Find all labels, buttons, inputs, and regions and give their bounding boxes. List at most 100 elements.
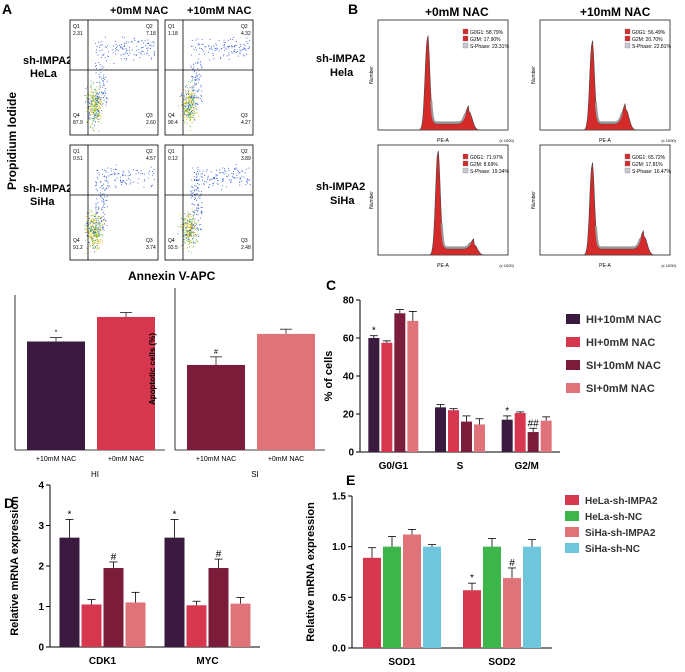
flow-dot [92, 232, 94, 234]
flow-dot [107, 167, 109, 169]
flow-dot [94, 104, 96, 105]
flow-dot [184, 97, 186, 99]
flow-dot [194, 119, 196, 121]
flow-dot [190, 232, 192, 234]
flow-dot [121, 48, 123, 50]
flow-dot [216, 183, 218, 185]
flow-dot [90, 114, 92, 115]
flow-dot [185, 113, 187, 115]
flow-dot [184, 242, 186, 244]
flow-dot [90, 209, 92, 211]
flow-dot [188, 100, 190, 102]
flow-dot [216, 44, 218, 46]
flow-dot [186, 222, 188, 223]
y-axis-label: % of cells [323, 351, 335, 402]
flow-dot [104, 223, 105, 225]
flow-dot [227, 40, 229, 41]
flow-dot [127, 175, 129, 177]
flow-dot [93, 226, 94, 228]
flow-dot [192, 93, 193, 95]
flow-dot [185, 222, 186, 224]
flow-dot [116, 177, 118, 179]
histogram-xlabel: PE-A [437, 138, 449, 144]
bar [403, 534, 421, 648]
flow-dot [191, 186, 193, 188]
flow-dot [96, 212, 98, 214]
flow-dot [194, 234, 196, 235]
histogram-s-phase [594, 101, 623, 124]
flow-dot [91, 226, 93, 228]
flow-dot [102, 235, 104, 237]
flow-dot [189, 108, 191, 110]
flow-dot [103, 74, 105, 76]
flow-dot [93, 98, 94, 100]
flow-dot [194, 242, 196, 244]
flow-dot [103, 97, 105, 99]
flow-dot [192, 103, 194, 105]
flow-dot [96, 117, 98, 119]
flow-dot [84, 232, 86, 233]
flow-q3-value: 3.74 [146, 245, 156, 251]
flow-dot [205, 170, 207, 172]
flow-dot [185, 234, 187, 236]
flow-dot [222, 179, 224, 181]
flow-dot [137, 170, 138, 171]
flow-dot [213, 178, 215, 180]
panel-label-e: E [346, 472, 355, 488]
flow-dot [229, 45, 231, 47]
flow-dot [92, 127, 94, 129]
flow-dot [185, 108, 187, 110]
flow-dot [245, 53, 247, 55]
flow-dot [97, 241, 99, 242]
panel-b-row1-l2: SiHa [330, 195, 355, 207]
flow-dot [236, 51, 238, 53]
flow-dot [195, 76, 197, 78]
flow-dot [191, 95, 193, 97]
flow-dot [95, 105, 96, 107]
flow-dot [93, 92, 95, 93]
flow-dot [99, 229, 101, 231]
flow-dot [93, 102, 95, 104]
flow-dot [194, 188, 196, 190]
flow-dot [239, 178, 241, 180]
flow-dot [244, 48, 246, 50]
flow-dot [198, 97, 200, 99]
flow-dot [123, 180, 125, 182]
histogram-s-phase [430, 100, 467, 124]
flow-dot [92, 118, 94, 120]
flow-dot [192, 211, 194, 212]
panel-b-row0-l2: Hela [330, 67, 354, 79]
flow-dot [192, 242, 194, 244]
flow-dot [197, 77, 199, 79]
flow-dot [207, 51, 209, 53]
flow-dot [185, 86, 186, 88]
flow-dot [95, 110, 97, 112]
flow-dot [96, 46, 98, 47]
flow-dot [92, 92, 94, 93]
flow-dot [194, 221, 196, 223]
group-label: HI [91, 470, 99, 479]
flow-dot [104, 78, 106, 80]
flow-dot [95, 202, 97, 204]
flow-dot [115, 173, 117, 175]
flow-dot [95, 212, 97, 214]
flow-dot [124, 174, 126, 176]
flow-dot [96, 219, 97, 221]
flow-dot [120, 44, 122, 45]
flow-dot [235, 164, 237, 166]
flow-dot [114, 185, 116, 187]
flow-dot [95, 206, 97, 208]
flow-dot [192, 116, 194, 118]
flow-dot [147, 47, 149, 49]
flow-dot [191, 231, 193, 233]
flow-dot [195, 235, 197, 237]
flow-dot [198, 173, 199, 175]
flow-dot [181, 105, 183, 107]
flow-dot [191, 219, 193, 221]
flow-dot [98, 86, 100, 87]
flow-dot [184, 102, 186, 104]
flow-dot [135, 50, 137, 52]
flow-dot [98, 108, 99, 110]
flow-dot [188, 240, 190, 242]
flow-dot [98, 243, 100, 244]
